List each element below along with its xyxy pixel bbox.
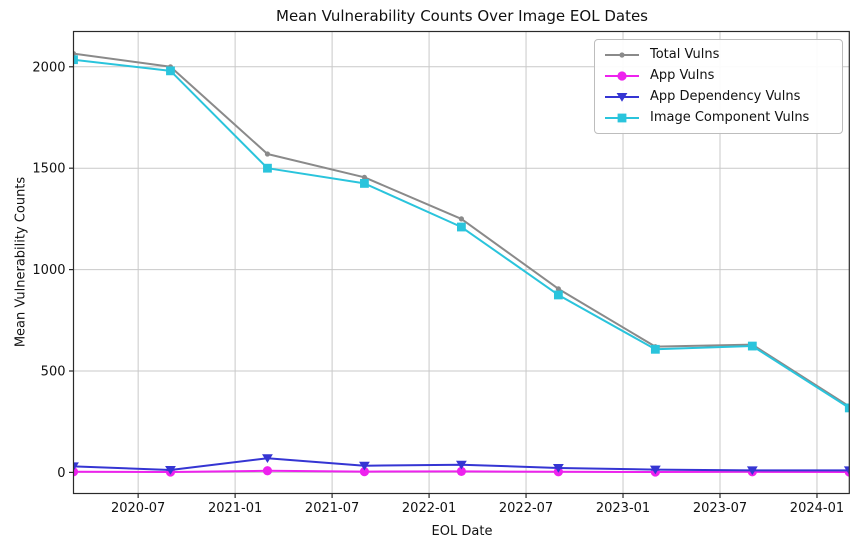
legend-item-app-vulns: App Vulns — [604, 66, 833, 85]
legend-label: Image Component Vulns — [650, 110, 810, 125]
legend-item-total-vulns: Total Vulns — [604, 45, 833, 64]
x-tick-label: 2020-07 — [111, 501, 165, 516]
x-tick-label: 2023-07 — [693, 501, 747, 516]
legend-sample-line-icon — [605, 92, 639, 102]
legend-sample-line-icon — [605, 51, 639, 58]
y-tick-label: 1000 — [32, 263, 65, 278]
y-tick-label: 2000 — [32, 60, 65, 75]
tick-marks — [69, 66, 818, 498]
legend-item-image-component-vulns: Image Component Vulns — [604, 108, 833, 127]
legend-sample-line-icon — [605, 113, 639, 122]
x-tick-label: 2024-01 — [790, 501, 844, 516]
chart-title: Mean Vulnerability Counts Over Image EOL… — [276, 7, 648, 25]
x-tick-label: 2022-07 — [499, 501, 553, 516]
series-line-image-component-vulns — [73, 55, 850, 413]
x-tick-label: 2023-01 — [596, 501, 650, 516]
legend-item-app-dependency-vulns: App Dependency Vulns — [604, 87, 833, 106]
y-tick-label: 1500 — [32, 162, 65, 177]
legend-sample-line-icon — [605, 70, 639, 81]
axes-spines — [72, 30, 850, 495]
x-tick-label: 2022-01 — [402, 501, 456, 516]
legend-label: App Dependency Vulns — [650, 89, 801, 104]
y-axis-label: Mean Vulnerability Counts — [13, 176, 29, 348]
legend-label: Total Vulns — [650, 47, 720, 62]
x-axis-label: EOL Date — [431, 524, 493, 539]
legend-label: App Vulns — [650, 68, 715, 83]
tick-labels: 2020-07 2021-01 2021-07 2022-01 2022-07 2023-… — [32, 60, 844, 516]
x-tick-label: 2021-01 — [208, 501, 262, 516]
x-tick-label: 2021-07 — [305, 501, 359, 516]
y-tick-label: 500 — [41, 365, 66, 380]
legend: Total Vulns App Vulns App Dependency Vul… — [594, 39, 843, 134]
series-line-app-dependency-vulns — [73, 454, 850, 476]
y-tick-label: 0 — [57, 466, 65, 481]
series-group — [73, 51, 850, 477]
